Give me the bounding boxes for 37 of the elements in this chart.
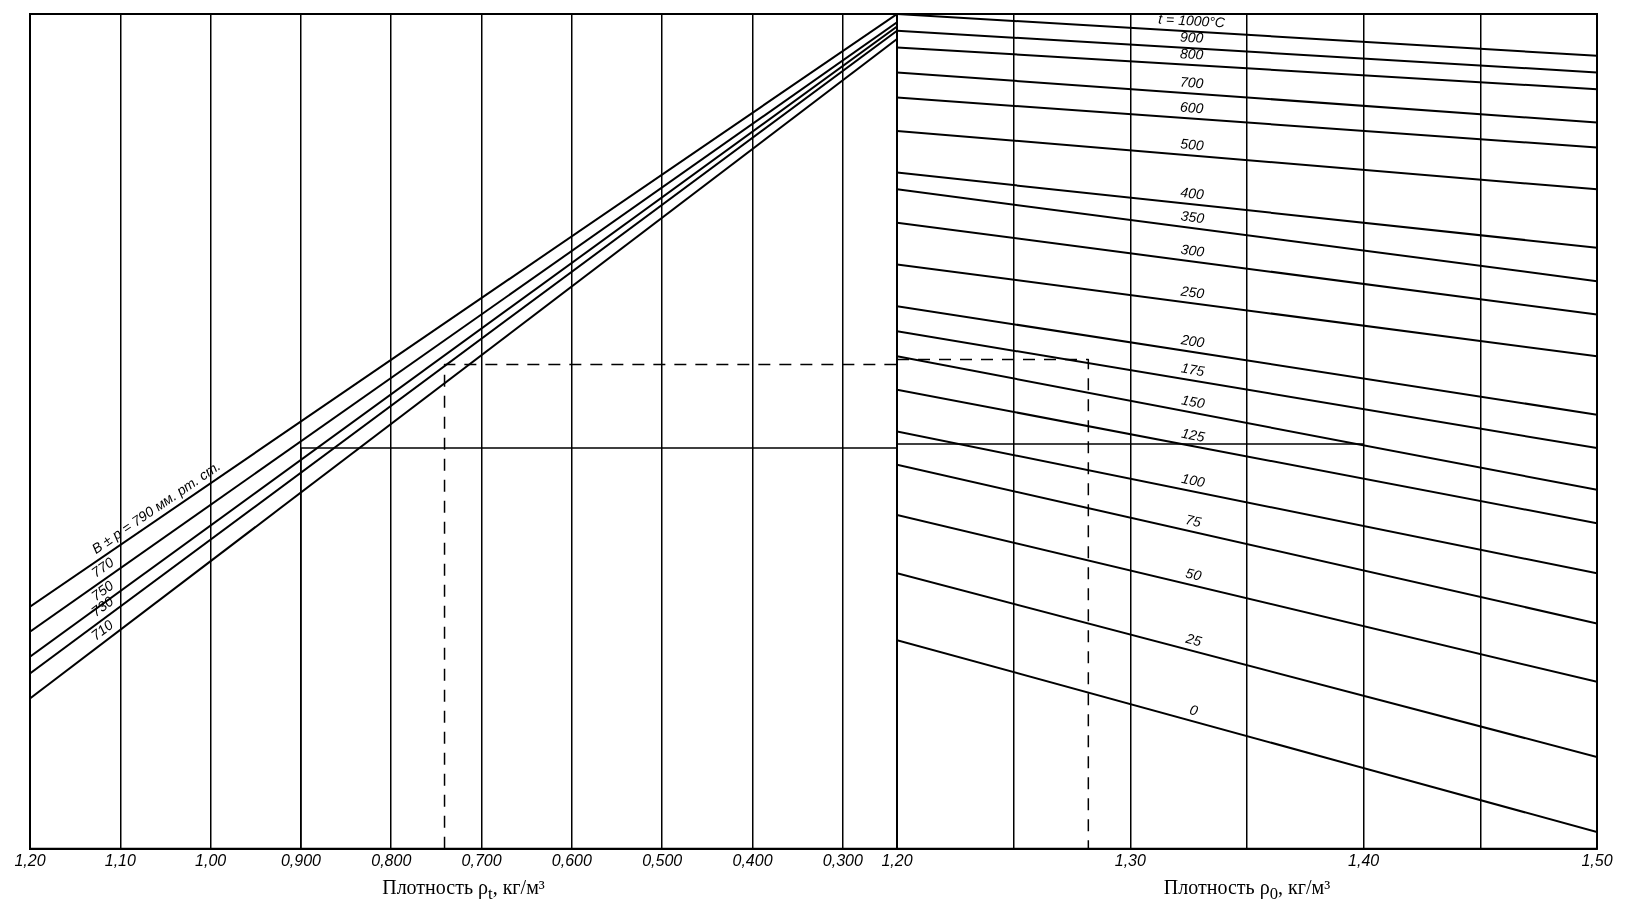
series-label: 500 — [1179, 135, 1205, 154]
series-label: 800 — [1179, 45, 1205, 63]
text: 175 — [1180, 359, 1206, 380]
x-axis-title: Плотность ρ$_{0}$, кг/м³ — [1162, 876, 1332, 904]
text: 770 — [88, 553, 117, 581]
x-tick-label: 0,700 — [461, 851, 502, 869]
x-tick-label: 0,400 — [732, 851, 773, 869]
text: 125 — [1180, 424, 1207, 445]
text: 400 — [1179, 183, 1205, 203]
text: 50 — [1184, 564, 1204, 584]
x-tick-label: 0,500 — [642, 851, 683, 869]
series-label: 700 — [1179, 73, 1205, 92]
series-label: 900 — [1179, 28, 1205, 46]
text: 150 — [1180, 391, 1207, 412]
text: 710 — [87, 616, 117, 644]
text: 100 — [1180, 469, 1207, 491]
x-tick-label: 1,00 — [195, 851, 227, 869]
text: 250 — [1178, 282, 1206, 302]
x-tick-label: 0,300 — [822, 851, 863, 869]
x-tick-label: 0,800 — [371, 851, 412, 869]
text: 350 — [1179, 207, 1206, 227]
series-label: t = 1000°C — [1157, 10, 1227, 31]
x-tick-label: 1,30 — [1114, 851, 1147, 869]
x-tick-label: 0,600 — [551, 851, 592, 869]
x-tick-label: 1,10 — [104, 851, 136, 869]
x-axis-title: Плотность ρ$_{t}$, кг/м³ — [381, 876, 546, 904]
x-tick-label: 1,20 — [14, 851, 46, 869]
x-tick-label: 0,900 — [280, 851, 322, 869]
text: 0 — [1188, 701, 1201, 719]
series-label: 600 — [1179, 98, 1205, 117]
text: 75 — [1184, 511, 1204, 531]
x-tick-label: 1,40 — [1348, 851, 1380, 869]
x-tick-label: 1,50 — [1581, 851, 1613, 869]
x-tick-label: 1,20 — [881, 851, 913, 869]
text: 300 — [1179, 240, 1206, 260]
text: 25 — [1183, 629, 1204, 650]
text: 200 — [1178, 330, 1206, 351]
